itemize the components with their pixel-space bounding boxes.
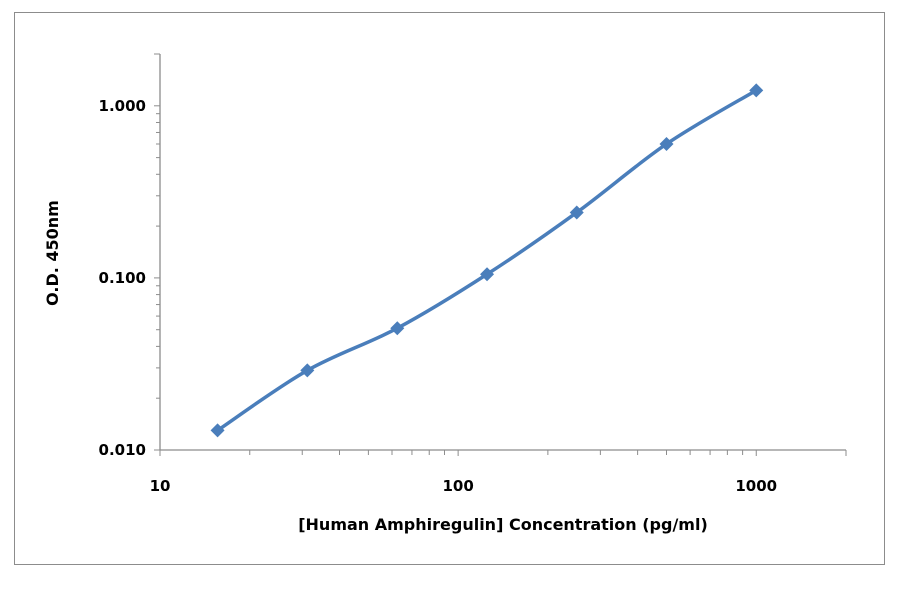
data-point-marker bbox=[300, 363, 315, 378]
series-layer bbox=[210, 83, 764, 438]
y-axis-title: O.D. 450nm bbox=[43, 200, 62, 306]
series-line bbox=[216, 88, 758, 432]
data-point-marker bbox=[210, 423, 225, 438]
data-point-marker bbox=[390, 321, 405, 336]
x-tick-label: 100 bbox=[442, 477, 473, 495]
y-tick-label: 0.100 bbox=[99, 269, 146, 287]
y-axis bbox=[154, 53, 161, 451]
data-point-marker bbox=[749, 83, 764, 98]
x-axis-title: [Human Amphiregulin] Concentration (pg/m… bbox=[298, 515, 708, 534]
y-tick-label: 1.000 bbox=[99, 97, 146, 115]
x-tick-label: 1000 bbox=[735, 477, 777, 495]
y-tick-label: 0.010 bbox=[99, 441, 146, 459]
x-tick-label: 10 bbox=[150, 477, 171, 495]
data-point-marker bbox=[480, 267, 495, 282]
y-tick-labels: 0.010 0.100 1.000 bbox=[99, 97, 146, 459]
data-point-marker bbox=[659, 136, 674, 151]
x-axis bbox=[159, 449, 847, 456]
x-tick-labels: 10 100 1000 bbox=[150, 477, 778, 495]
chart-frame bbox=[14, 12, 885, 565]
data-point-marker bbox=[569, 205, 584, 220]
